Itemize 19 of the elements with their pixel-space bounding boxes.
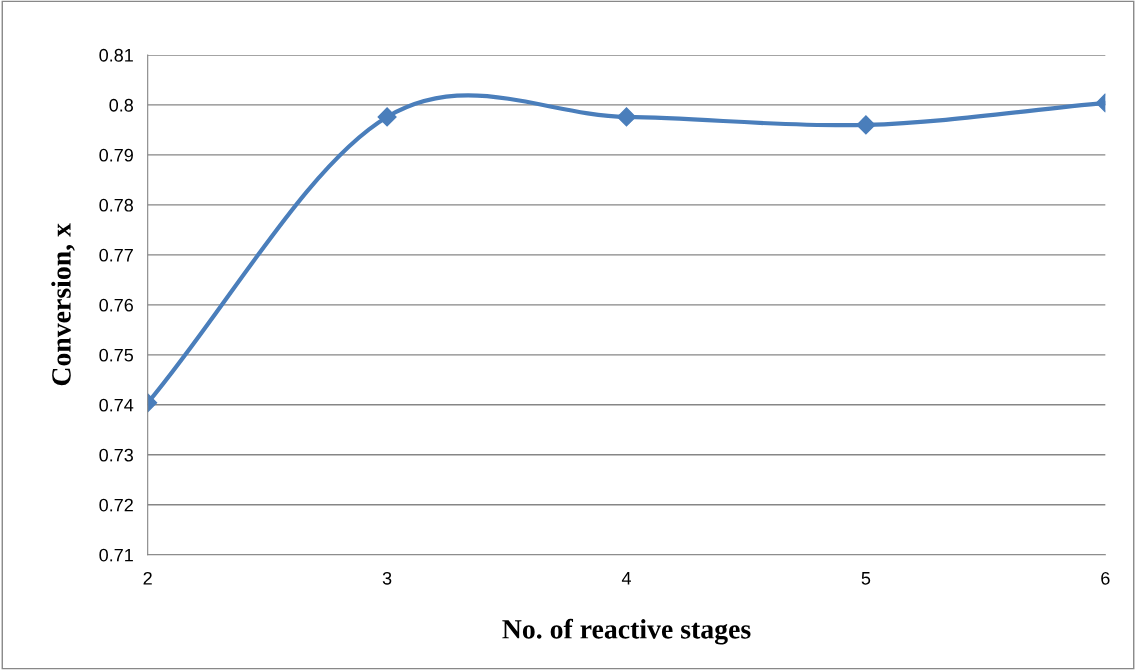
- y-tick-label: 0.8: [109, 98, 134, 112]
- y-tick-label: 0.74: [99, 398, 134, 412]
- point: [616, 107, 637, 127]
- x-tick-label: 5: [861, 572, 871, 585]
- y-tick-label: 0.76: [99, 298, 133, 312]
- x-tick-label: 2: [143, 571, 152, 585]
- y-axis-title: Conversion, x: [51, 223, 75, 386]
- y-tick-label: 0.81: [99, 48, 133, 62]
- y-tick-label: 0.77: [99, 248, 133, 262]
- y-tick-label: 0.79: [99, 148, 133, 162]
- x-tick-label: 4: [621, 572, 631, 585]
- y-tick-label: 0.78: [99, 198, 134, 212]
- y-tick-label: 0.75: [99, 348, 134, 362]
- x-tick-label: 6: [1101, 571, 1110, 585]
- x-tick-label: 3: [382, 571, 392, 585]
- y-tick-label: 0.71: [99, 548, 133, 562]
- x-axis-title: No. of reactive stages: [502, 618, 751, 645]
- y-tick-label: 0.72: [99, 498, 133, 512]
- y-tick-label: 0.73: [99, 448, 133, 462]
